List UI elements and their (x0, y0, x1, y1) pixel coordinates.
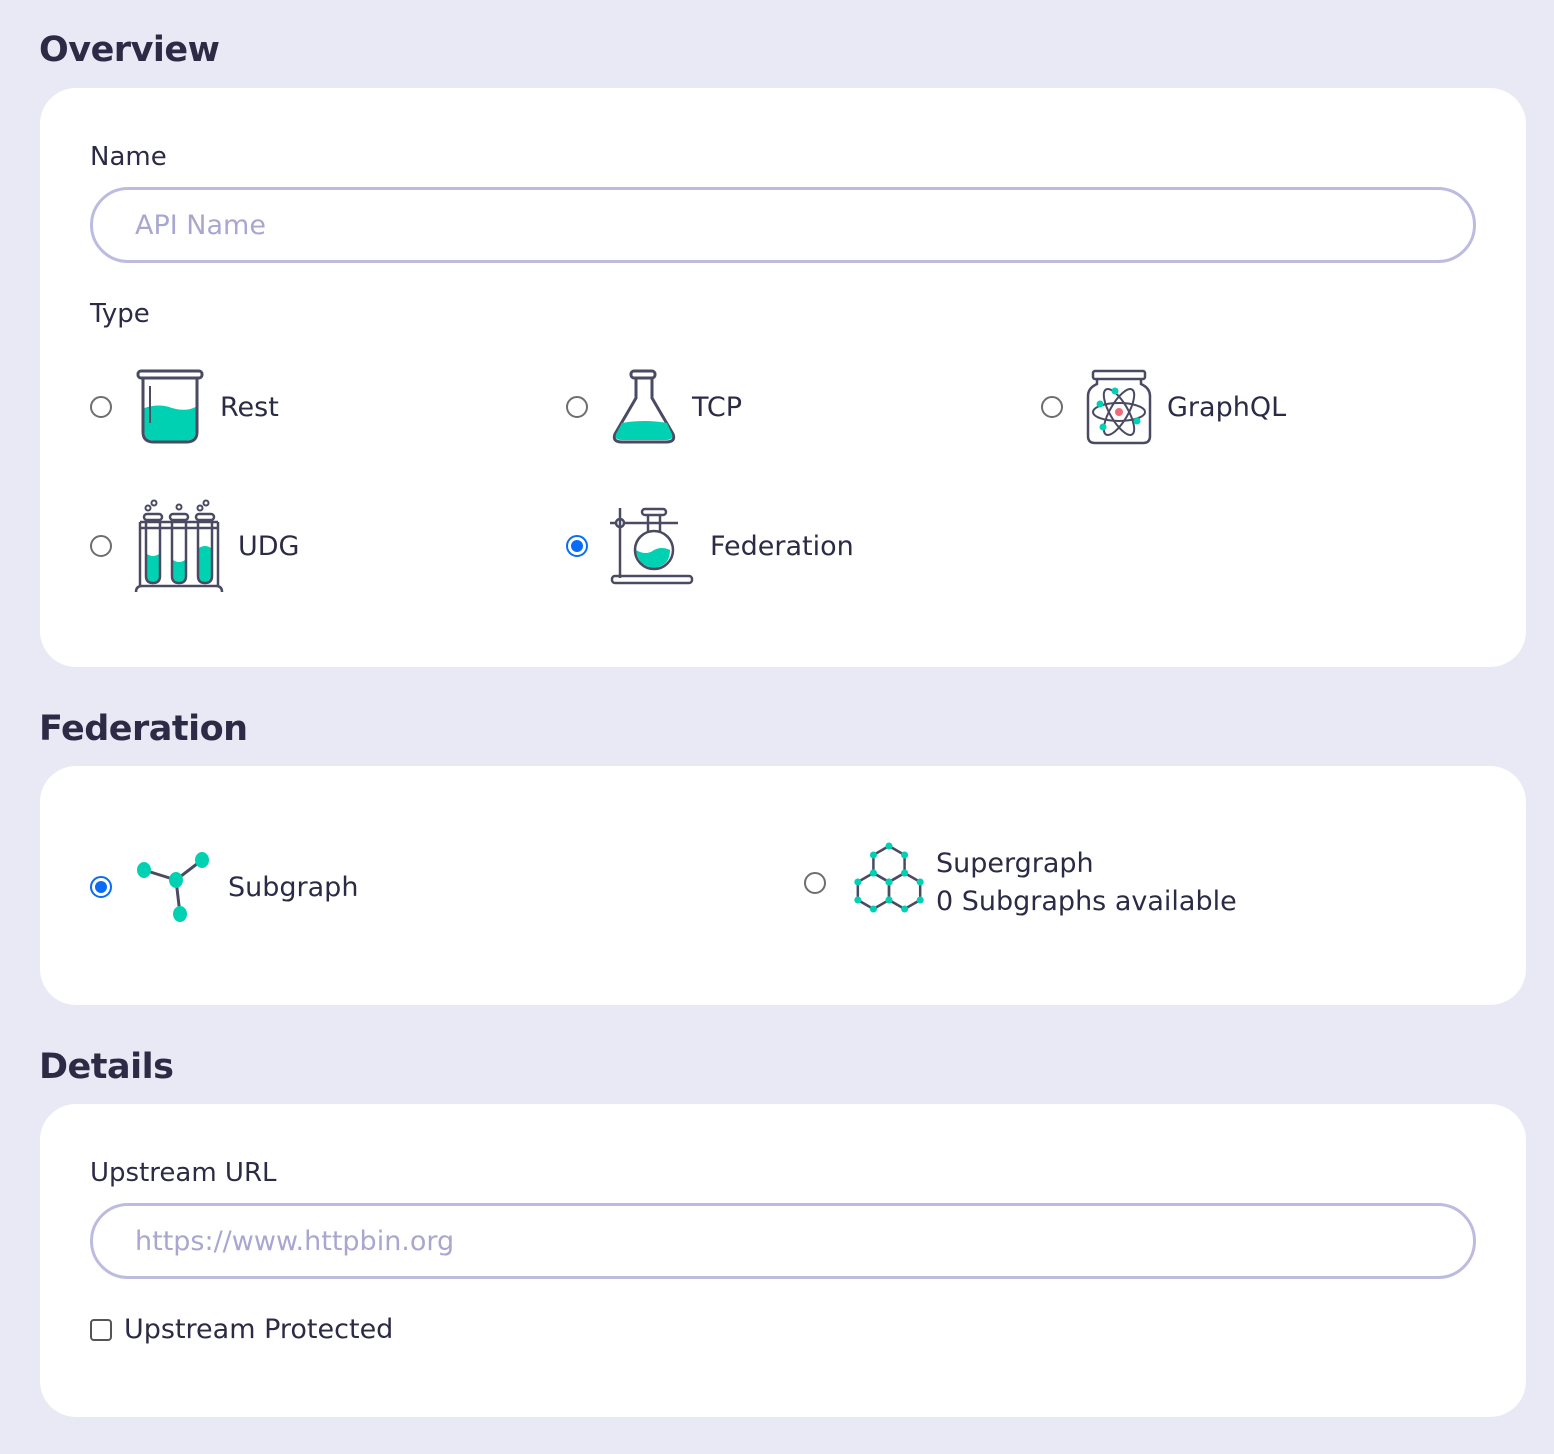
atom-jar-icon (1086, 369, 1152, 445)
details-heading: Details (39, 1047, 174, 1087)
type-option-tcp[interactable]: TCP (566, 368, 742, 446)
overview-heading: Overview (39, 30, 220, 70)
radio-federation[interactable] (566, 535, 588, 557)
supergraph-icon (854, 842, 924, 913)
radio-tcp[interactable] (566, 396, 588, 418)
beaker-icon (136, 369, 204, 444)
flask-stand-icon (610, 507, 694, 585)
federation-heading: Federation (39, 709, 248, 749)
type-option-udg[interactable]: UDG (90, 498, 299, 594)
federation-label-subgraph: Subgraph (228, 871, 359, 903)
upstream-url-label: Upstream URL (90, 1158, 277, 1188)
name-label: Name (90, 142, 167, 172)
checkbox[interactable] (90, 1318, 112, 1341)
federation-option-supergraph[interactable]: Supergraph 0 Subgraphs available (804, 842, 1237, 924)
type-label-udg: UDG (238, 530, 300, 562)
overview-card: Name Type Rest TCP (40, 88, 1526, 667)
upstream-protected-label: Upstream Protected (124, 1314, 394, 1345)
radio-graphql[interactable] (1041, 396, 1063, 418)
radio-udg[interactable] (90, 535, 112, 557)
subgraphs-available-text: 0 Subgraphs available (936, 886, 1237, 917)
type-label-tcp: TCP (692, 391, 743, 423)
subgraph-icon (137, 852, 209, 922)
type-option-graphql[interactable]: GraphQL (1041, 368, 1286, 446)
type-label-rest: Rest (220, 391, 279, 423)
type-label: Type (90, 299, 150, 329)
api-name-input[interactable] (90, 187, 1476, 263)
federation-label-supergraph: Supergraph (936, 848, 1094, 879)
type-label-graphql: GraphQL (1167, 391, 1287, 423)
details-card: Upstream URL Upstream Protected (40, 1104, 1526, 1417)
radio-rest[interactable] (90, 396, 112, 418)
federation-option-subgraph[interactable]: Subgraph (90, 850, 358, 924)
type-label-federation: Federation (710, 530, 854, 562)
test-tubes-icon (134, 499, 224, 593)
federation-card: Subgraph Supergraph 0 Subgraphs availabl… (40, 766, 1526, 1005)
type-option-rest[interactable]: Rest (90, 368, 279, 446)
upstream-protected-checkbox[interactable]: Upstream Protected (90, 1314, 393, 1345)
upstream-url-input[interactable] (90, 1203, 1476, 1279)
flask-icon (612, 369, 676, 444)
radio-supergraph[interactable] (804, 872, 826, 894)
type-option-federation[interactable]: Federation (566, 506, 854, 586)
radio-subgraph[interactable] (90, 876, 112, 898)
